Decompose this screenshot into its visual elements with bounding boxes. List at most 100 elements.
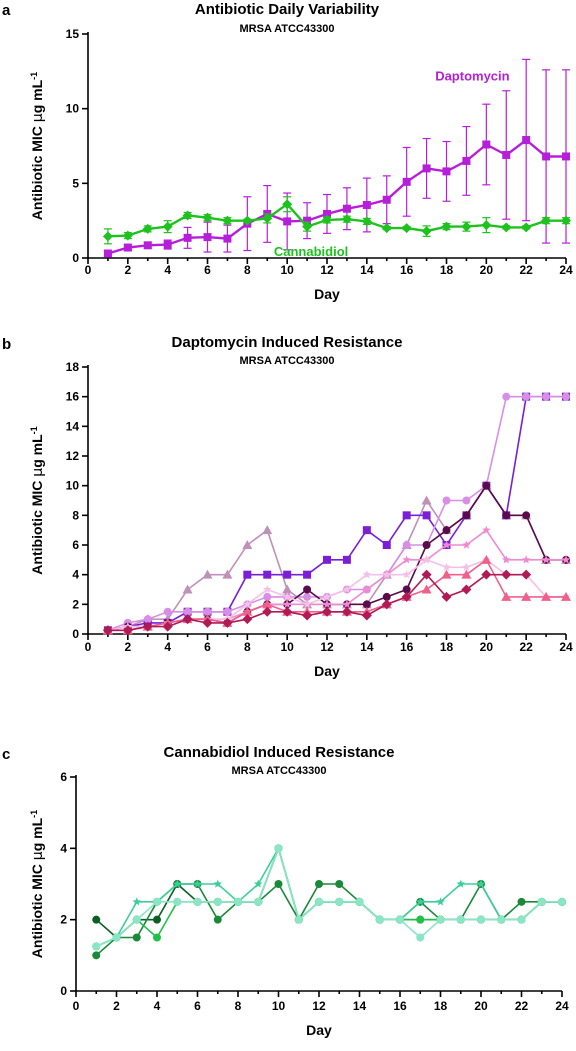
data-point [541, 591, 552, 601]
data-point [441, 591, 452, 602]
data-point [442, 496, 451, 505]
data-point [482, 481, 491, 490]
chart-panel-c: c Cannabidiol Induced Resistance MRSA ATCC… [2, 744, 569, 1038]
x-tick-label: 24 [555, 999, 569, 1013]
x-tick-label: 20 [480, 263, 494, 277]
x-tick-label: 4 [164, 640, 171, 654]
data-point [481, 220, 492, 231]
data-point [497, 915, 506, 924]
data-point [322, 214, 332, 225]
data-point [242, 614, 253, 625]
data-point [262, 213, 273, 224]
data-point [132, 933, 141, 942]
data-point [482, 525, 491, 534]
data-point [402, 177, 411, 186]
data-point [153, 915, 161, 924]
data-point [315, 880, 323, 888]
data-point [153, 897, 161, 906]
data-point [441, 221, 452, 232]
series-line [95, 845, 562, 948]
data-point [294, 915, 303, 924]
data-point [558, 897, 566, 906]
data-point [262, 606, 273, 617]
x-axis-label: Day [306, 1022, 332, 1038]
data-point [501, 222, 512, 233]
data-point [254, 897, 263, 906]
x-tick-label: 14 [360, 263, 374, 277]
data-point [402, 541, 411, 549]
x-tick-label: 24 [559, 640, 573, 654]
data-point [442, 562, 451, 571]
data-point [262, 599, 273, 609]
data-point [481, 569, 492, 580]
data-point [436, 897, 445, 906]
y-tick-label: 6 [72, 538, 79, 552]
data-point [501, 591, 512, 601]
data-point [462, 496, 471, 505]
data-point [335, 897, 344, 906]
data-point [461, 221, 472, 232]
y-tick-label: 10 [66, 479, 80, 493]
data-point [123, 243, 132, 252]
data-point [342, 204, 351, 213]
data-point [222, 569, 233, 579]
data-point [361, 216, 372, 227]
data-point [303, 592, 312, 601]
y-tick-label: 8 [72, 508, 79, 522]
data-point [282, 199, 293, 210]
x-axis-label: Day [314, 286, 340, 302]
data-point [242, 606, 253, 616]
data-point [421, 226, 432, 237]
data-point [482, 140, 491, 149]
data-point [282, 584, 293, 594]
y-tick-label: 10 [66, 102, 80, 116]
data-point [223, 607, 232, 616]
x-tick-label: 16 [400, 263, 414, 277]
data-point [517, 915, 526, 924]
data-point [341, 214, 352, 225]
data-point [382, 195, 391, 204]
data-point [462, 540, 471, 549]
x-tick-label: 4 [154, 999, 161, 1013]
y-axis-label: Antibiotic MIC µg mL-1 [29, 72, 46, 220]
series-line [107, 558, 566, 632]
data-point [102, 625, 113, 636]
series-line [95, 846, 562, 948]
data-point [481, 554, 492, 564]
data-point [416, 897, 425, 906]
x-axis-label: Day [314, 663, 340, 679]
data-point [382, 541, 391, 549]
chart-subtitle: MRSA ATCC43300 [240, 23, 335, 35]
data-point [341, 606, 352, 617]
x-tick-label: 12 [320, 263, 334, 277]
data-point [182, 210, 193, 221]
data-point [362, 200, 371, 209]
x-tick-label: 8 [244, 263, 251, 277]
series-line [107, 573, 527, 632]
data-point [322, 606, 332, 617]
y-tick-label: 0 [72, 627, 79, 641]
x-tick-label: 20 [480, 640, 494, 654]
series-line [95, 845, 562, 948]
data-point [402, 511, 411, 520]
data-point [381, 223, 392, 234]
data-point [213, 915, 222, 924]
data-point [456, 879, 465, 888]
data-point [222, 215, 233, 226]
y-tick-label: 4 [60, 841, 67, 855]
x-tick-label: 0 [85, 640, 92, 654]
data-point [303, 216, 312, 225]
series-annotation: Cannabidiol [274, 244, 348, 259]
data-point [402, 585, 411, 594]
data-point [173, 897, 182, 906]
data-point [92, 942, 101, 951]
data-point [163, 240, 172, 249]
data-point [243, 570, 252, 579]
data-point [302, 610, 313, 621]
data-point [502, 392, 511, 401]
data-point [416, 933, 425, 942]
data-point [362, 600, 371, 609]
data-point [456, 915, 465, 924]
data-point [193, 897, 202, 906]
data-point [323, 209, 331, 218]
